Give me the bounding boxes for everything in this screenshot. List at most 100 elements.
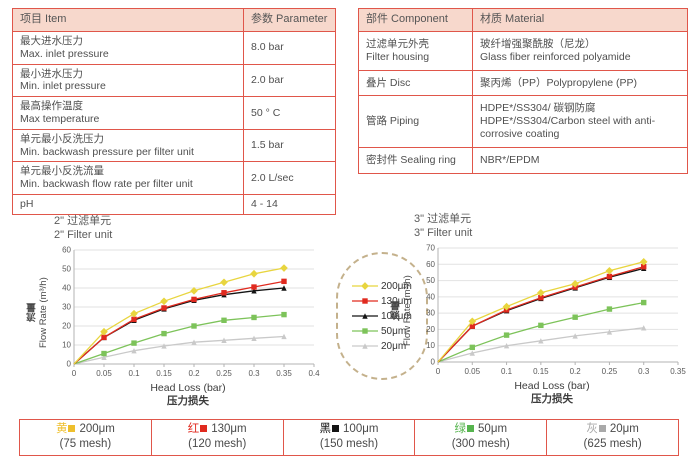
- legend-label: 100μm: [381, 310, 412, 322]
- color-swatch-icon: [68, 425, 76, 432]
- legend-marker-icon: [352, 282, 378, 290]
- material-row: 过滤单元外壳 Filter housing 玻纤增强聚酰胺（尼龙） Glass fi…: [358, 31, 688, 71]
- svg-text:50: 50: [62, 265, 71, 274]
- material-row: 叠片 Disc 聚丙烯（PP）Polypropylene (PP): [358, 69, 688, 97]
- svg-text:20: 20: [62, 322, 71, 331]
- mesh-count: (75 mesh): [59, 437, 112, 450]
- spec-param-cell: 2.0 L/sec: [243, 161, 336, 195]
- svg-text:20: 20: [426, 325, 435, 334]
- spec-param-cell: 2.0 bar: [243, 63, 336, 98]
- mesh-legend-item: 黑 100μm (150 mesh): [282, 420, 415, 455]
- svg-text:70: 70: [426, 244, 435, 253]
- svg-text:0.3: 0.3: [638, 367, 650, 376]
- legend-label: 200μm: [381, 280, 412, 292]
- svg-text:0: 0: [67, 360, 72, 369]
- material-material-cell: NBR*/EPDM: [472, 146, 688, 174]
- svg-text:10: 10: [426, 341, 435, 350]
- legend-marker-icon: [352, 343, 378, 349]
- color-swatch-icon: [467, 425, 475, 432]
- material-component-cell: 叠片 Disc: [358, 69, 473, 97]
- y-axis-label: 流量 Flow Rate (m³/h): [391, 275, 413, 347]
- spec-row: 单元最小反洗压力 Min. backwash pressure per filte…: [12, 128, 336, 163]
- line-chart-2inch: 0 10 20 30 40 50 60 0 0.05 0.1 0.15 0.2 0.25 0.3 0.35 0…: [62, 246, 320, 379]
- line-chart-3inch: 0 10 20 30 40 50 60 70 0 0.05 0.1 0.15 0.2 0.25 0.3 0.3…: [426, 244, 686, 377]
- svg-text:0.1: 0.1: [128, 369, 140, 378]
- svg-text:40: 40: [62, 284, 71, 293]
- svg-text:0: 0: [72, 369, 77, 378]
- chart-title-en: 3" Filter unit: [414, 227, 473, 240]
- svg-text:30: 30: [426, 309, 435, 318]
- chart-title-zh: 3" 过滤单元: [414, 213, 472, 225]
- svg-text:0: 0: [431, 358, 436, 367]
- svg-text:0.2: 0.2: [188, 369, 200, 378]
- chart-2inch: 2" 过滤单元 2" Filter unit 流量 Flow Rate (m³/…: [27, 214, 333, 407]
- legend-marker-icon: [352, 313, 378, 319]
- svg-text:0.15: 0.15: [156, 369, 172, 378]
- mesh-legend-item: 红 130μm (120 mesh): [150, 420, 283, 455]
- mesh-count: (300 mesh): [451, 437, 510, 450]
- spec-row: 最小进水压力 Min. inlet pressure 2.0 bar: [12, 63, 336, 98]
- spec-row: 最大进水压力 Max. inlet pressure 8.0 bar: [12, 31, 336, 65]
- chart-title: 3" 过滤单元 3" Filter unit: [414, 212, 697, 240]
- color-name-zh: 红: [187, 423, 200, 435]
- svg-text:50: 50: [426, 276, 435, 285]
- spec-row: 最高操作温度 Max temperature 50 ° C: [12, 96, 336, 130]
- chart-3inch: 3" 过滤单元 3" Filter unit 流量 Flow Rate (m³/…: [391, 212, 697, 405]
- svg-text:40: 40: [426, 293, 435, 302]
- legend-label: 20μm: [381, 340, 407, 352]
- mesh-count: (150 mesh): [319, 437, 379, 450]
- spec-param-cell: 8.0 bar: [243, 31, 336, 65]
- material-component-cell: 过滤单元外壳 Filter housing: [358, 31, 473, 71]
- svg-text:30: 30: [62, 303, 71, 312]
- x-axis-label: Head Loss (bar) 压力损失: [514, 380, 590, 405]
- chart-title-zh: 2" 过滤单元: [54, 215, 112, 227]
- legend-marker-icon: [352, 328, 378, 334]
- spec-item-cell: pH: [12, 193, 244, 215]
- svg-text:0.35: 0.35: [276, 369, 292, 378]
- color-name-zh: 灰: [586, 423, 598, 435]
- legend-item: 50μm: [351, 326, 426, 337]
- spec-param-cell: 4 - 14: [243, 193, 336, 215]
- spec-item-cell: 单元最小反洗流量 Min. backwash flow rate per filt…: [12, 161, 244, 195]
- material-table: 部件 Component 材质 Material 过滤单元外壳 Filter ho…: [358, 8, 688, 174]
- svg-text:0.15: 0.15: [533, 367, 549, 376]
- svg-text:0.25: 0.25: [602, 367, 618, 376]
- color-swatch-icon: [598, 425, 606, 432]
- material-material-cell: 玻纤增强聚酰胺（尼龙） Glass fiber reinforced polyam…: [472, 31, 688, 71]
- spec-header-param: 参数 Parameter: [243, 8, 336, 32]
- svg-text:0.35: 0.35: [670, 367, 686, 376]
- spec-header-item: 项目 Item: [12, 8, 244, 32]
- chart-title-en: 2" Filter unit: [54, 229, 113, 242]
- svg-text:0.2: 0.2: [570, 367, 582, 376]
- y-axis-label: 流量 Flow Rate (m³/h): [27, 277, 49, 349]
- legend-item: 20μm: [351, 341, 426, 352]
- svg-text:0: 0: [436, 367, 441, 376]
- legend-item: 200μm: [351, 281, 426, 292]
- material-header-component: 部件 Component: [358, 8, 473, 32]
- spec-item-cell: 最大进水压力 Max. inlet pressure: [12, 31, 244, 65]
- svg-text:0.25: 0.25: [216, 369, 232, 378]
- mesh-legend-item: 黄 200μm (75 mesh): [20, 420, 151, 455]
- chart-legend: 200μm 130μm 100μm 50μm 20μm: [336, 252, 428, 380]
- color-name-zh: 黄: [55, 423, 68, 435]
- x-axis-label: Head Loss (bar) 压力损失: [150, 382, 226, 407]
- legend-marker-icon: [352, 298, 378, 304]
- color-swatch-icon: [200, 425, 208, 432]
- svg-text:60: 60: [62, 246, 71, 255]
- material-row: 密封件 Sealing ring NBR*/EPDM: [358, 146, 688, 174]
- svg-text:10: 10: [62, 341, 71, 350]
- mesh-legend-bar: 黄 200μm (75 mesh) 红 130μm (120 mesh) 黑 100μ…: [19, 419, 679, 456]
- material-row: 管路 Piping HDPE*/SS304/ 碳钢防腐 HDPE*/SS304/C…: [358, 95, 688, 148]
- spec-param-cell: 1.5 bar: [243, 128, 336, 163]
- material-header-row: 部件 Component 材质 Material: [358, 8, 688, 32]
- color-name-zh: 黑: [319, 423, 332, 435]
- legend-label: 50μm: [381, 325, 407, 337]
- legend-label: 130μm: [381, 295, 412, 307]
- material-material-cell: HDPE*/SS304/ 碳钢防腐 HDPE*/SS304/Carbon stee…: [472, 95, 688, 148]
- material-material-cell: 聚丙烯（PP）Polypropylene (PP): [472, 69, 688, 97]
- svg-text:0.1: 0.1: [501, 367, 513, 376]
- legend-item: 100μm: [351, 311, 426, 322]
- mesh-count: (120 mesh): [188, 437, 247, 450]
- mesh-count: (625 mesh): [583, 437, 642, 450]
